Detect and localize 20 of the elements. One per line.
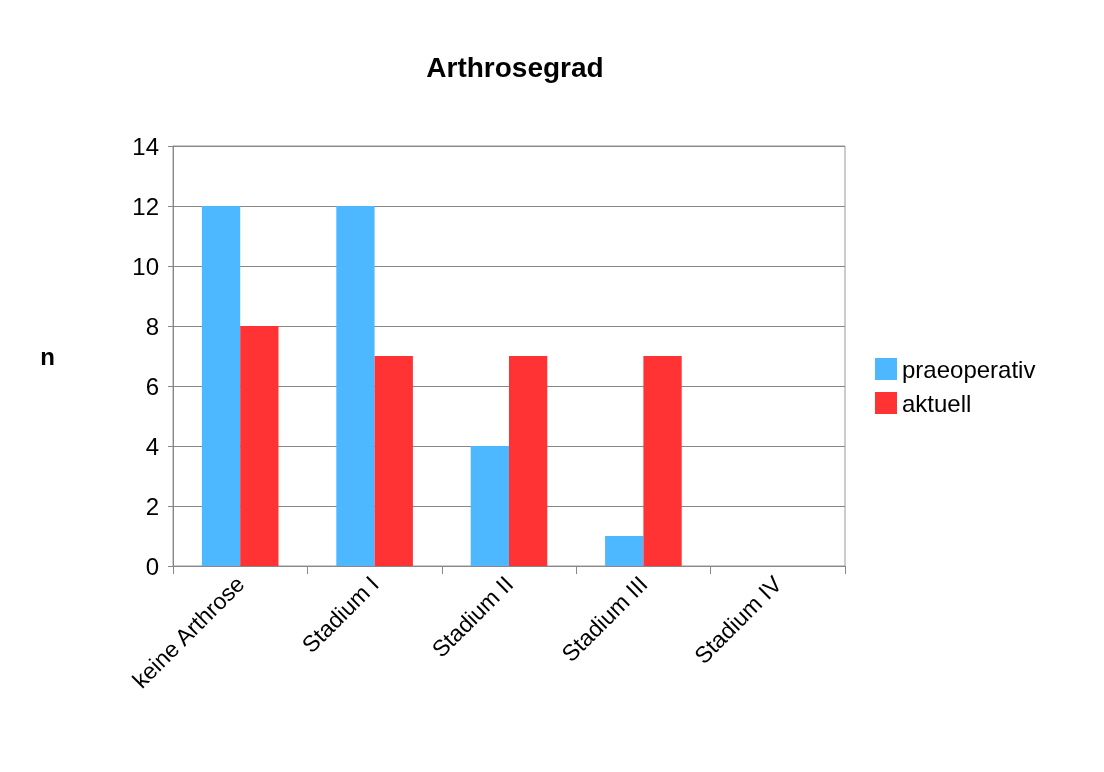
y-tick-label: 6 (145, 372, 159, 400)
bar (336, 206, 375, 566)
y-tick-label: 2 (145, 492, 159, 520)
y-tick-label: 12 (132, 192, 159, 220)
y-tick-label: 0 (145, 552, 159, 580)
y-tick-label: 8 (145, 312, 159, 340)
y-tick-label: 4 (145, 432, 159, 460)
bar (509, 356, 548, 566)
chart-title: Arthrosegrad (426, 51, 604, 83)
legend-label: aktuell (902, 389, 972, 417)
y-axis-title: n (40, 342, 55, 370)
bar (201, 206, 241, 566)
bar (643, 356, 682, 566)
y-tick-label: 14 (132, 132, 159, 160)
bar (240, 326, 279, 566)
bar (605, 536, 644, 566)
bar (374, 356, 413, 566)
legend-label: praeoperativ (902, 355, 1036, 383)
y-tick-label: 10 (132, 252, 159, 280)
bar (470, 446, 509, 566)
